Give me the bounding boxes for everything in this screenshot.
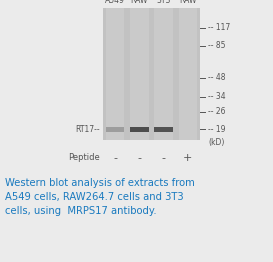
Text: -: -	[113, 153, 117, 163]
Bar	[130, 8, 149, 140]
Text: Western blot analysis of extracts from
A549 cells, RAW264.7 cells and 3T3
cells,: Western blot analysis of extracts from A…	[5, 178, 195, 216]
Bar	[179, 8, 197, 140]
Bar	[155, 8, 173, 140]
Bar	[155, 127, 173, 132]
Text: 3T3: 3T3	[156, 0, 171, 5]
Text: -- 34: -- 34	[208, 92, 225, 101]
Text: RAW: RAW	[130, 0, 148, 5]
Text: +: +	[183, 153, 192, 163]
Text: -- 48: -- 48	[208, 73, 225, 82]
Text: A549: A549	[105, 0, 125, 5]
Text: -- 85: -- 85	[208, 41, 225, 50]
Text: -- 19: -- 19	[208, 125, 225, 134]
Bar	[103, 8, 127, 140]
Bar	[130, 127, 149, 132]
Text: -- 117: -- 117	[208, 23, 230, 32]
Text: Peptide: Peptide	[68, 154, 100, 162]
Text: -: -	[137, 153, 141, 163]
Text: -: -	[162, 153, 166, 163]
Text: -- 26: -- 26	[208, 107, 225, 116]
Bar	[152, 8, 176, 140]
Bar	[106, 127, 124, 132]
Bar	[176, 8, 200, 140]
Text: (kD): (kD)	[208, 138, 224, 148]
Bar	[106, 8, 124, 140]
Text: RAW: RAW	[179, 0, 197, 5]
Text: RT17--: RT17--	[75, 125, 100, 134]
Bar	[127, 8, 152, 140]
